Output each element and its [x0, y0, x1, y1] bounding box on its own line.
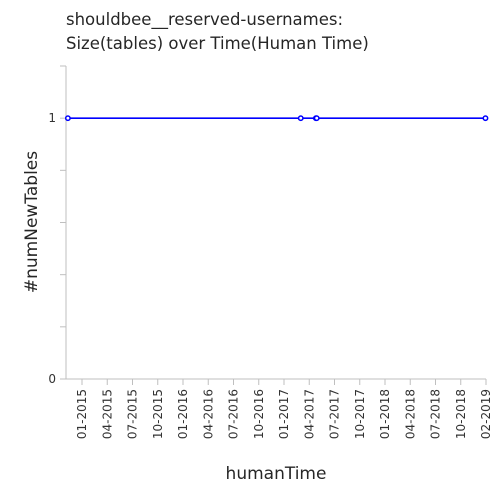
y-tick-label: 0 [48, 372, 56, 386]
x-axis-label: humanTime [226, 464, 327, 484]
x-tick-label: 02-2019 [479, 389, 493, 439]
x-tick-label: 07-2018 [429, 389, 443, 439]
x-tick-label: 01-2018 [378, 389, 392, 439]
series-layer [64, 115, 489, 122]
x-tick-label: 01-2015 [75, 389, 89, 439]
data-point [64, 115, 71, 122]
x-tick-label: 07-2016 [227, 389, 241, 439]
y-tick-label: 1 [48, 111, 56, 125]
axes: 0 1 01-2015 04-2015 07-2015 10-2015 01-2016 04-… [48, 65, 493, 439]
data-point [297, 115, 304, 122]
x-tick-label: 07-2017 [328, 389, 342, 439]
x-tick-label: 04-2018 [403, 389, 417, 439]
x-tick-label: 01-2016 [176, 389, 190, 439]
data-point [313, 115, 320, 122]
chart-title: shouldbee__reserved-usernames: Size(tabl… [66, 8, 496, 56]
y-axis-label: #numNewTables [22, 151, 42, 293]
x-tick-label: 10-2017 [353, 389, 367, 439]
x-tick-label: 10-2015 [151, 389, 165, 439]
x-tick-label: 07-2015 [126, 389, 140, 439]
x-tick-label: 01-2017 [277, 389, 291, 439]
chart-title-line-1: shouldbee__reserved-usernames: [66, 10, 344, 29]
x-tick-label: 10-2016 [252, 389, 266, 439]
x-tick-label: 04-2016 [201, 389, 215, 439]
data-point [482, 115, 489, 122]
chart-title-line-2: Size(tables) over Time(Human Time) [66, 34, 369, 53]
x-tick-label: 04-2015 [100, 389, 114, 439]
x-tick-label: 10-2018 [454, 389, 468, 439]
x-tick-label: 04-2017 [302, 389, 316, 439]
